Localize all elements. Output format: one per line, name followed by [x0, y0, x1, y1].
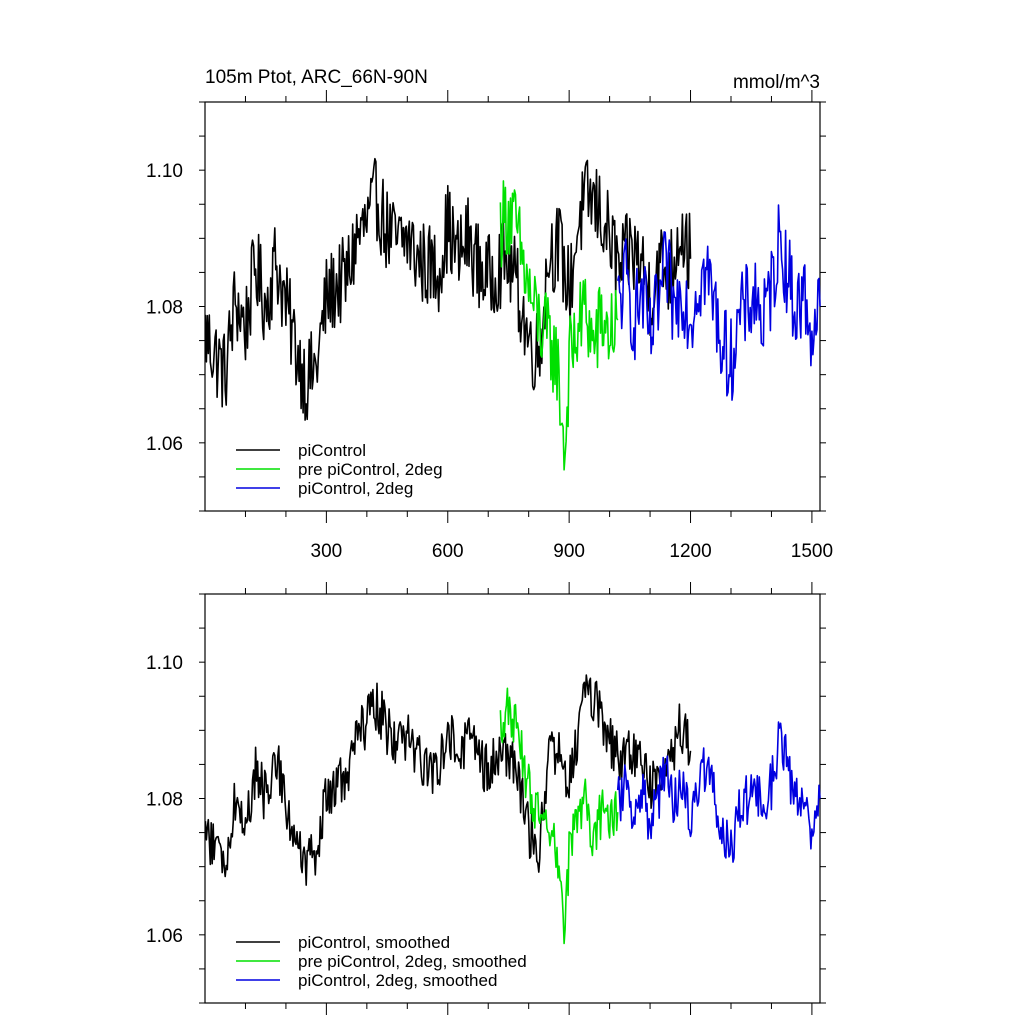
x-tick-label: 900	[553, 541, 585, 562]
y-tick-label: 1.08	[146, 298, 183, 319]
y-tick-label: 1.10	[146, 161, 183, 182]
series-line-2	[616, 204, 821, 401]
x-tick-label: 1200	[669, 541, 711, 562]
x-tick-label: 300	[311, 541, 343, 562]
legend-label-1: pre piControl, 2deg, smoothed	[298, 952, 527, 971]
y-tick-label: 1.06	[146, 926, 183, 947]
series-line-0	[204, 674, 692, 886]
y-tick-label: 1.10	[146, 653, 183, 674]
series-group	[204, 157, 821, 471]
legend-label-2: piControl, 2deg	[298, 479, 413, 498]
y-tick-label: 1.06	[146, 434, 183, 455]
legend-label-0: piControl, smoothed	[298, 933, 450, 952]
axis-ticks: 1.06 1.08 1.10	[146, 582, 826, 1015]
y-tick-label: 1.08	[146, 790, 183, 811]
series-group	[204, 674, 821, 945]
series-line-1	[499, 180, 619, 471]
series-line-2	[616, 721, 821, 863]
legend-label-1: pre piControl, 2deg	[298, 460, 443, 479]
x-tick-label: 1500	[791, 541, 833, 562]
top-panel: 105m Ptot, ARC_66N-90N mmol/m^3 1.06 1.08…	[146, 67, 833, 562]
chart-title: 105m Ptot, ARC_66N-90N	[205, 67, 428, 88]
series-line-0	[204, 157, 692, 421]
series-line-1	[499, 687, 619, 945]
legend-label-0: piControl	[298, 441, 366, 460]
x-tick-label: 600	[432, 541, 464, 562]
axis-ticks: 1.06 1.08 1.10 300 600 900 1200 1500	[146, 90, 833, 562]
legend-label-2: piControl, 2deg, smoothed	[298, 971, 497, 990]
units-label: mmol/m^3	[733, 72, 820, 93]
